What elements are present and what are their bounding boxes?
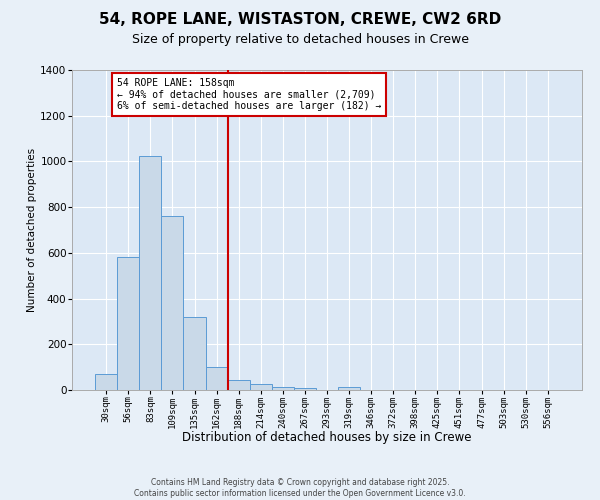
Text: 54 ROPE LANE: 158sqm
← 94% of detached houses are smaller (2,709)
6% of semi-det: 54 ROPE LANE: 158sqm ← 94% of detached h…	[117, 78, 382, 111]
Bar	[117, 258, 139, 390]
Bar	[272, 388, 294, 390]
Bar	[294, 388, 316, 390]
Bar	[338, 388, 360, 390]
Bar	[161, 216, 184, 390]
Bar	[95, 374, 117, 390]
Text: Size of property relative to detached houses in Crewe: Size of property relative to detached ho…	[131, 32, 469, 46]
X-axis label: Distribution of detached houses by size in Crewe: Distribution of detached houses by size …	[182, 430, 472, 444]
Bar	[250, 384, 272, 390]
Bar	[206, 367, 227, 390]
Bar	[139, 156, 161, 390]
Bar	[184, 317, 206, 390]
Text: 54, ROPE LANE, WISTASTON, CREWE, CW2 6RD: 54, ROPE LANE, WISTASTON, CREWE, CW2 6RD	[99, 12, 501, 28]
Bar	[227, 380, 250, 390]
Text: Contains HM Land Registry data © Crown copyright and database right 2025.
Contai: Contains HM Land Registry data © Crown c…	[134, 478, 466, 498]
Y-axis label: Number of detached properties: Number of detached properties	[28, 148, 37, 312]
